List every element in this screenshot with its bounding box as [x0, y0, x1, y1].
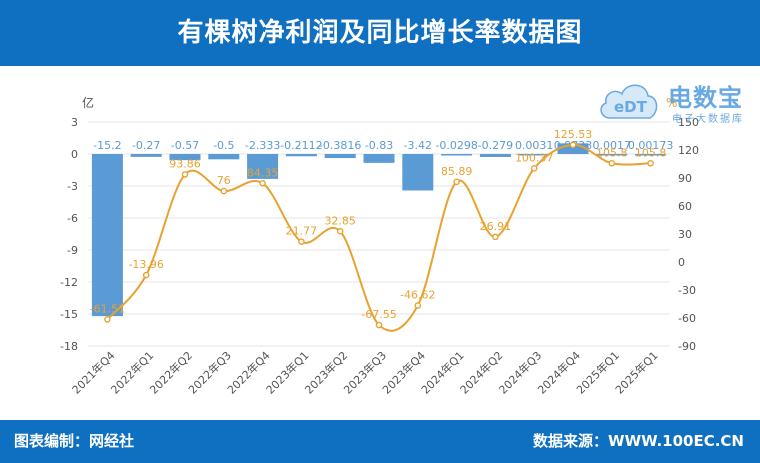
bar-label: -0.83 [365, 139, 393, 152]
line-label: -13.96 [128, 258, 163, 271]
bar-label: -0.2112 [280, 139, 322, 152]
bar-label: 0.00173 [628, 139, 674, 152]
line-point [569, 141, 577, 149]
bars [91, 143, 667, 317]
line-point [453, 178, 460, 186]
x-tick-label: 2025年Q1 [612, 348, 661, 397]
left-tick-label: -9 [67, 244, 78, 257]
line-label: 125.53 [554, 128, 593, 141]
line-label: -46.62 [400, 289, 435, 302]
line-point [181, 171, 189, 178]
x-axis-labels: 2021年Q42022年Q12022年Q22022年Q32022年Q42023年… [69, 348, 661, 397]
line-point [530, 165, 538, 172]
right-tick-label: 90 [678, 172, 692, 185]
line-point [259, 179, 266, 187]
line-point [492, 233, 499, 241]
page-title: 有棵树净利润及同比增长率数据图 [177, 18, 583, 48]
bar [324, 154, 356, 159]
bar [402, 154, 434, 191]
bar [479, 154, 511, 157]
right-tick-label: 60 [678, 200, 692, 213]
bar-labels: -15.2 -0.27 -0.57 -0.5 -2.333 -0.2112-0.3816-… [93, 139, 673, 152]
cloud-logo-icon: eDT [600, 84, 658, 119]
footer: 图表编制：网经社 数据来源：WWW.100EC.CN [0, 420, 760, 463]
bar [285, 154, 317, 157]
footer-editor: 图表编制：网经社 [14, 432, 135, 450]
bar-label: -0.57 [171, 139, 199, 152]
logo: eDT 电数宝 电子大数据库 [596, 76, 756, 126]
bar-label: 0.0031 [515, 139, 554, 152]
bar-label: 0.0017 [593, 139, 632, 152]
line-label: 85.89 [441, 165, 473, 178]
left-tick-label: -18 [60, 340, 78, 353]
line-point [375, 321, 383, 329]
logo-brand: 电数宝 [668, 84, 743, 112]
left-axis-unit: 亿 [82, 95, 94, 110]
bar [247, 154, 279, 179]
left-tick-label: -12 [60, 276, 78, 289]
line-point [298, 238, 305, 245]
right-axis-unit: % [666, 96, 677, 110]
line-label: 84.35 [247, 166, 279, 179]
bar [130, 154, 162, 157]
line-label: 100.37 [515, 151, 554, 164]
chart: 30-3-6-9-12-15-18 1501209060300-30-60-90… [60, 95, 699, 397]
left-axis-ticks: 3 0 -3 -6 -9 -12 -15 -18 [60, 116, 78, 353]
bar [596, 153, 628, 156]
line-labels: -61.51 -13.96 93.86 76 84.35 21.77 32.85 -67.55… [90, 128, 667, 321]
line-point [608, 159, 616, 167]
left-tick-label: -6 [67, 212, 78, 225]
bar [169, 154, 201, 161]
bar-label: -0.3816 [319, 139, 361, 152]
left-tick-label: 3 [71, 116, 78, 129]
bar [363, 154, 395, 163]
bar [91, 154, 123, 317]
logo-sub: 电子大数据库 [672, 114, 744, 125]
right-tick-label: 30 [678, 228, 692, 241]
line-point [104, 316, 111, 323]
line-label: -67.55 [361, 308, 396, 321]
line-label: -61.51 [90, 302, 125, 315]
line-point [220, 187, 228, 195]
bar-label: -15.2 [93, 139, 121, 152]
bar [208, 154, 240, 160]
line-point [142, 271, 150, 279]
footer-source: 数据来源：WWW.100EC.CN [533, 432, 744, 450]
bar [635, 153, 667, 156]
bar [518, 153, 550, 156]
line-points [104, 141, 654, 329]
line-label: 21.77 [286, 225, 318, 238]
bar-label: -3.42 [404, 139, 432, 152]
right-tick-label: -90 [678, 340, 696, 353]
right-tick-label: 0 [678, 256, 685, 269]
right-tick-label: -30 [678, 284, 696, 297]
right-tick-label: 150 [678, 116, 699, 129]
bar-label: -0.279 [478, 139, 513, 152]
bar [441, 154, 473, 156]
left-tick-label: -15 [60, 308, 78, 321]
growth-line [106, 143, 651, 332]
line-point [414, 302, 422, 309]
bar [557, 143, 589, 154]
line-label: 105.8 [635, 146, 667, 159]
bar-label: -0.0298 [435, 139, 477, 152]
bar-label: -0.5 [213, 139, 234, 152]
right-tick-label: -60 [678, 312, 696, 325]
line-point [336, 228, 344, 235]
right-axis-ticks: 150 120 90 60 30 0 -30 -60 -90 [678, 116, 699, 353]
line-label: 32.85 [324, 214, 356, 227]
logo-mark: eDT [614, 98, 648, 116]
bar-label: -2.333 [245, 139, 280, 152]
left-tick-label: -3 [67, 180, 78, 193]
line-label: 26.91 [480, 220, 512, 233]
line-label: 105.8 [596, 146, 628, 159]
bar-label: -0.27 [132, 139, 160, 152]
right-tick-label: 120 [678, 144, 699, 157]
header: 有棵树净利润及同比增长率数据图 [0, 0, 760, 66]
line-label: 93.86 [169, 157, 201, 170]
line-point [647, 159, 654, 167]
left-tick-label: 0 [71, 148, 78, 161]
line-label: 76 [217, 174, 231, 187]
